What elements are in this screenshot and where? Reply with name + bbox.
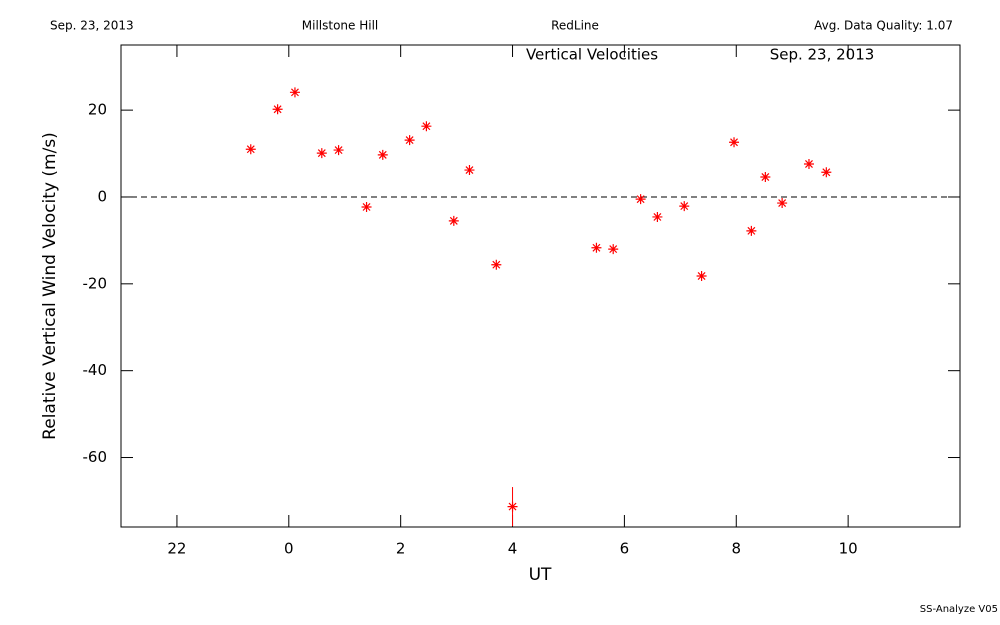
data-point	[404, 135, 415, 146]
x-tick-label: 6	[620, 540, 630, 558]
data-point	[803, 158, 814, 169]
footer: SS-Analyze V05	[920, 604, 998, 615]
data-point	[289, 87, 300, 98]
data-point	[591, 242, 602, 253]
data-point	[245, 144, 256, 155]
data-point	[696, 271, 707, 282]
x-axis-label: UT	[529, 565, 552, 585]
y-tick-label: -60	[83, 448, 108, 466]
data-point	[507, 501, 518, 512]
data-point	[652, 211, 663, 222]
data-point	[729, 137, 740, 148]
header-site: Millstone Hill	[302, 19, 378, 33]
data-point	[777, 198, 788, 209]
chart-subtitle: Sep. 23, 2013	[770, 46, 875, 64]
data-point	[760, 172, 771, 183]
y-tick-label: -40	[83, 361, 108, 379]
x-tick-label: 0	[284, 540, 294, 558]
data-point	[361, 201, 372, 212]
data-point	[421, 121, 432, 132]
data-point	[377, 149, 388, 160]
chart-title: Vertical Velocities	[526, 46, 658, 64]
header-date: Sep. 23, 2013	[50, 19, 134, 33]
data-point	[448, 215, 459, 226]
data-point	[491, 259, 502, 270]
header-line: RedLine	[551, 19, 599, 33]
data-point	[272, 104, 283, 115]
x-tick-label: 4	[508, 540, 518, 558]
data-point	[464, 165, 475, 176]
data-point	[635, 194, 646, 205]
x-tick-label: 10	[839, 540, 858, 558]
y-tick-label: -20	[83, 274, 108, 292]
y-axis-label: Relative Vertical Wind Velocity (m/s)	[40, 132, 60, 440]
data-point	[316, 148, 327, 159]
plot-frame	[120, 44, 961, 528]
y-tick-label: 0	[97, 187, 107, 205]
data-point	[608, 244, 619, 255]
data-point	[746, 225, 757, 236]
header-quality: Avg. Data Quality: 1.07	[814, 19, 953, 33]
y-tick-label: 20	[88, 101, 107, 119]
x-tick-label: 8	[731, 540, 741, 558]
data-point	[679, 201, 690, 212]
x-tick-label: 2	[396, 540, 406, 558]
data-point	[821, 167, 832, 178]
data-point	[333, 145, 344, 156]
x-tick-label: 22	[167, 540, 186, 558]
